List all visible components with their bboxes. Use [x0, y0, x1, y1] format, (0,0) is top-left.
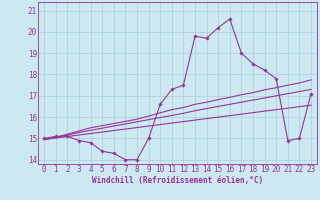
X-axis label: Windchill (Refroidissement éolien,°C): Windchill (Refroidissement éolien,°C)	[92, 176, 263, 185]
